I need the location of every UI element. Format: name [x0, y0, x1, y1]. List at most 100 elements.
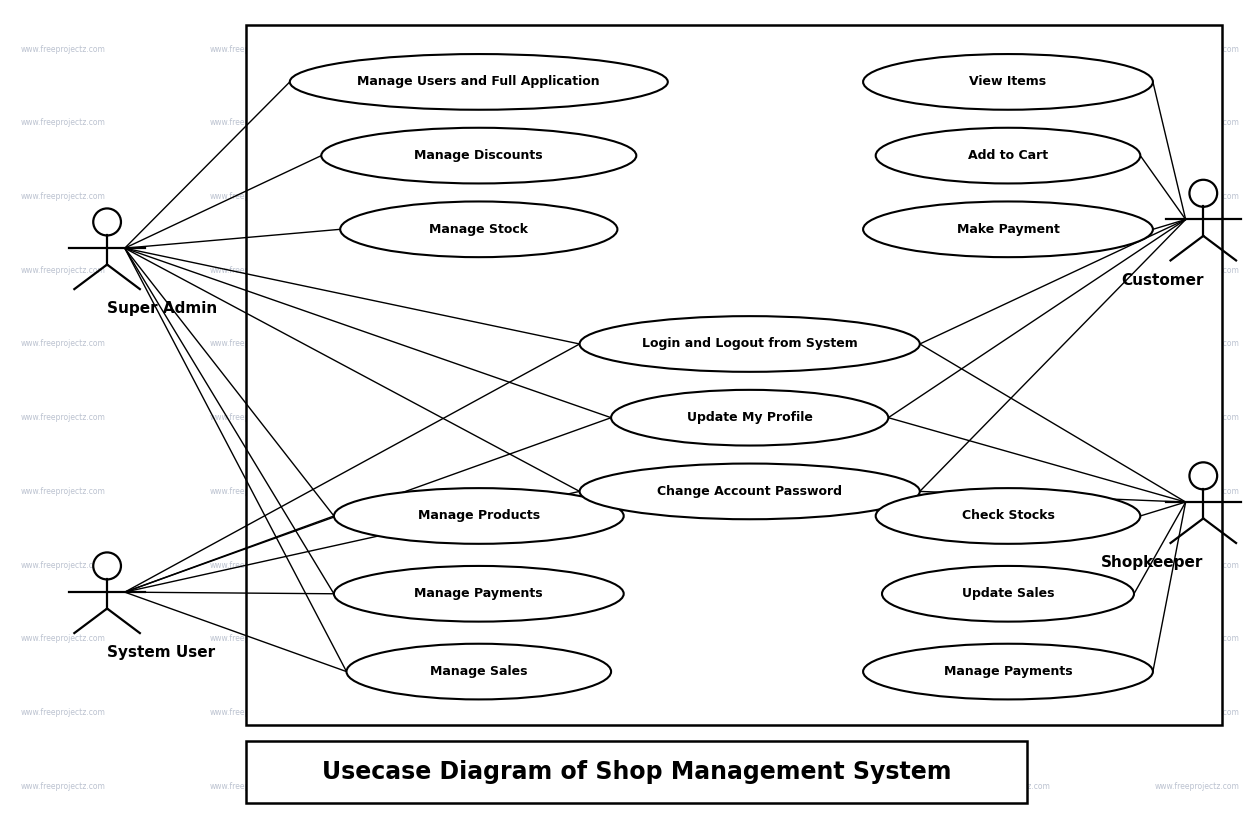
Text: www.freeprojectz.com: www.freeprojectz.com: [209, 708, 295, 717]
Text: Manage Discounts: Manage Discounts: [415, 149, 543, 162]
Text: www.freeprojectz.com: www.freeprojectz.com: [209, 45, 295, 53]
Ellipse shape: [1189, 462, 1217, 490]
Ellipse shape: [863, 54, 1153, 110]
Text: www.freeprojectz.com: www.freeprojectz.com: [965, 487, 1051, 495]
Text: www.freeprojectz.com: www.freeprojectz.com: [1154, 192, 1240, 201]
Ellipse shape: [93, 208, 121, 236]
FancyBboxPatch shape: [246, 25, 1222, 725]
Ellipse shape: [321, 128, 636, 183]
Ellipse shape: [1189, 179, 1217, 207]
Text: Login and Logout from System: Login and Logout from System: [641, 337, 858, 351]
Text: www.freeprojectz.com: www.freeprojectz.com: [587, 45, 673, 53]
Text: Manage Payments: Manage Payments: [415, 587, 543, 600]
Text: www.freeprojectz.com: www.freeprojectz.com: [209, 487, 295, 495]
Text: www.freeprojectz.com: www.freeprojectz.com: [776, 266, 862, 274]
Text: Update Sales: Update Sales: [961, 587, 1055, 600]
Text: www.freeprojectz.com: www.freeprojectz.com: [209, 561, 295, 569]
Text: Manage Payments: Manage Payments: [944, 665, 1072, 678]
Text: Update My Profile: Update My Profile: [687, 411, 813, 424]
Text: www.freeprojectz.com: www.freeprojectz.com: [209, 635, 295, 643]
Text: www.freeprojectz.com: www.freeprojectz.com: [587, 340, 673, 348]
Text: www.freeprojectz.com: www.freeprojectz.com: [776, 635, 862, 643]
Text: www.freeprojectz.com: www.freeprojectz.com: [965, 192, 1051, 201]
Text: www.freeprojectz.com: www.freeprojectz.com: [587, 561, 673, 569]
Text: System User: System User: [107, 645, 215, 660]
Ellipse shape: [882, 566, 1134, 622]
Text: Change Account Password: Change Account Password: [658, 485, 842, 498]
Text: Customer: Customer: [1121, 273, 1203, 287]
Text: www.freeprojectz.com: www.freeprojectz.com: [209, 414, 295, 422]
Text: www.freeprojectz.com: www.freeprojectz.com: [965, 119, 1051, 127]
Ellipse shape: [876, 488, 1140, 544]
Text: www.freeprojectz.com: www.freeprojectz.com: [209, 119, 295, 127]
Text: www.freeprojectz.com: www.freeprojectz.com: [1154, 45, 1240, 53]
Text: www.freeprojectz.com: www.freeprojectz.com: [965, 266, 1051, 274]
Ellipse shape: [334, 566, 624, 622]
Text: www.freeprojectz.com: www.freeprojectz.com: [776, 561, 862, 569]
Text: www.freeprojectz.com: www.freeprojectz.com: [587, 708, 673, 717]
Text: View Items: View Items: [969, 75, 1047, 88]
Text: www.freeprojectz.com: www.freeprojectz.com: [398, 782, 484, 790]
Text: www.freeprojectz.com: www.freeprojectz.com: [1154, 708, 1240, 717]
Ellipse shape: [611, 390, 888, 446]
Text: www.freeprojectz.com: www.freeprojectz.com: [776, 414, 862, 422]
Text: www.freeprojectz.com: www.freeprojectz.com: [398, 340, 484, 348]
Text: www.freeprojectz.com: www.freeprojectz.com: [776, 340, 862, 348]
Text: www.freeprojectz.com: www.freeprojectz.com: [209, 266, 295, 274]
Text: www.freeprojectz.com: www.freeprojectz.com: [587, 192, 673, 201]
Ellipse shape: [346, 644, 611, 699]
Text: www.freeprojectz.com: www.freeprojectz.com: [20, 487, 106, 495]
Ellipse shape: [863, 644, 1153, 699]
Text: www.freeprojectz.com: www.freeprojectz.com: [1154, 487, 1240, 495]
Text: www.freeprojectz.com: www.freeprojectz.com: [965, 782, 1051, 790]
Text: www.freeprojectz.com: www.freeprojectz.com: [398, 192, 484, 201]
Text: www.freeprojectz.com: www.freeprojectz.com: [776, 782, 862, 790]
Text: www.freeprojectz.com: www.freeprojectz.com: [20, 266, 106, 274]
FancyBboxPatch shape: [246, 741, 1027, 803]
Text: Usecase Diagram of Shop Management System: Usecase Diagram of Shop Management Syste…: [321, 760, 951, 784]
Text: www.freeprojectz.com: www.freeprojectz.com: [1154, 561, 1240, 569]
Text: www.freeprojectz.com: www.freeprojectz.com: [398, 487, 484, 495]
Text: www.freeprojectz.com: www.freeprojectz.com: [587, 119, 673, 127]
Text: www.freeprojectz.com: www.freeprojectz.com: [965, 561, 1051, 569]
Text: www.freeprojectz.com: www.freeprojectz.com: [776, 45, 862, 53]
Ellipse shape: [93, 552, 121, 580]
Text: www.freeprojectz.com: www.freeprojectz.com: [776, 192, 862, 201]
Text: Add to Cart: Add to Cart: [968, 149, 1048, 162]
Text: www.freeprojectz.com: www.freeprojectz.com: [776, 487, 862, 495]
Text: Manage Sales: Manage Sales: [430, 665, 528, 678]
Text: www.freeprojectz.com: www.freeprojectz.com: [1154, 782, 1240, 790]
Text: www.freeprojectz.com: www.freeprojectz.com: [965, 45, 1051, 53]
Text: www.freeprojectz.com: www.freeprojectz.com: [776, 119, 862, 127]
Ellipse shape: [863, 201, 1153, 257]
Text: www.freeprojectz.com: www.freeprojectz.com: [20, 414, 106, 422]
Text: Check Stocks: Check Stocks: [961, 509, 1055, 523]
Text: Manage Users and Full Application: Manage Users and Full Application: [358, 75, 600, 88]
Text: www.freeprojectz.com: www.freeprojectz.com: [1154, 414, 1240, 422]
Text: www.freeprojectz.com: www.freeprojectz.com: [965, 708, 1051, 717]
Ellipse shape: [876, 128, 1140, 183]
Text: www.freeprojectz.com: www.freeprojectz.com: [398, 45, 484, 53]
Text: www.freeprojectz.com: www.freeprojectz.com: [1154, 340, 1240, 348]
Text: www.freeprojectz.com: www.freeprojectz.com: [209, 192, 295, 201]
Text: www.freeprojectz.com: www.freeprojectz.com: [587, 782, 673, 790]
Text: www.freeprojectz.com: www.freeprojectz.com: [965, 414, 1051, 422]
Ellipse shape: [580, 316, 920, 372]
Text: www.freeprojectz.com: www.freeprojectz.com: [587, 266, 673, 274]
Text: www.freeprojectz.com: www.freeprojectz.com: [209, 340, 295, 348]
Text: Manage Products: Manage Products: [418, 509, 539, 523]
Text: www.freeprojectz.com: www.freeprojectz.com: [20, 192, 106, 201]
Text: www.freeprojectz.com: www.freeprojectz.com: [398, 266, 484, 274]
Text: Manage Stock: Manage Stock: [430, 223, 528, 236]
Text: Super Admin: Super Admin: [107, 301, 218, 316]
Text: www.freeprojectz.com: www.freeprojectz.com: [398, 414, 484, 422]
Text: www.freeprojectz.com: www.freeprojectz.com: [20, 782, 106, 790]
Text: www.freeprojectz.com: www.freeprojectz.com: [587, 635, 673, 643]
Ellipse shape: [290, 54, 668, 110]
Text: www.freeprojectz.com: www.freeprojectz.com: [398, 635, 484, 643]
Text: www.freeprojectz.com: www.freeprojectz.com: [776, 708, 862, 717]
Ellipse shape: [580, 464, 920, 519]
Text: www.freeprojectz.com: www.freeprojectz.com: [398, 119, 484, 127]
Text: www.freeprojectz.com: www.freeprojectz.com: [20, 708, 106, 717]
Text: www.freeprojectz.com: www.freeprojectz.com: [1154, 119, 1240, 127]
